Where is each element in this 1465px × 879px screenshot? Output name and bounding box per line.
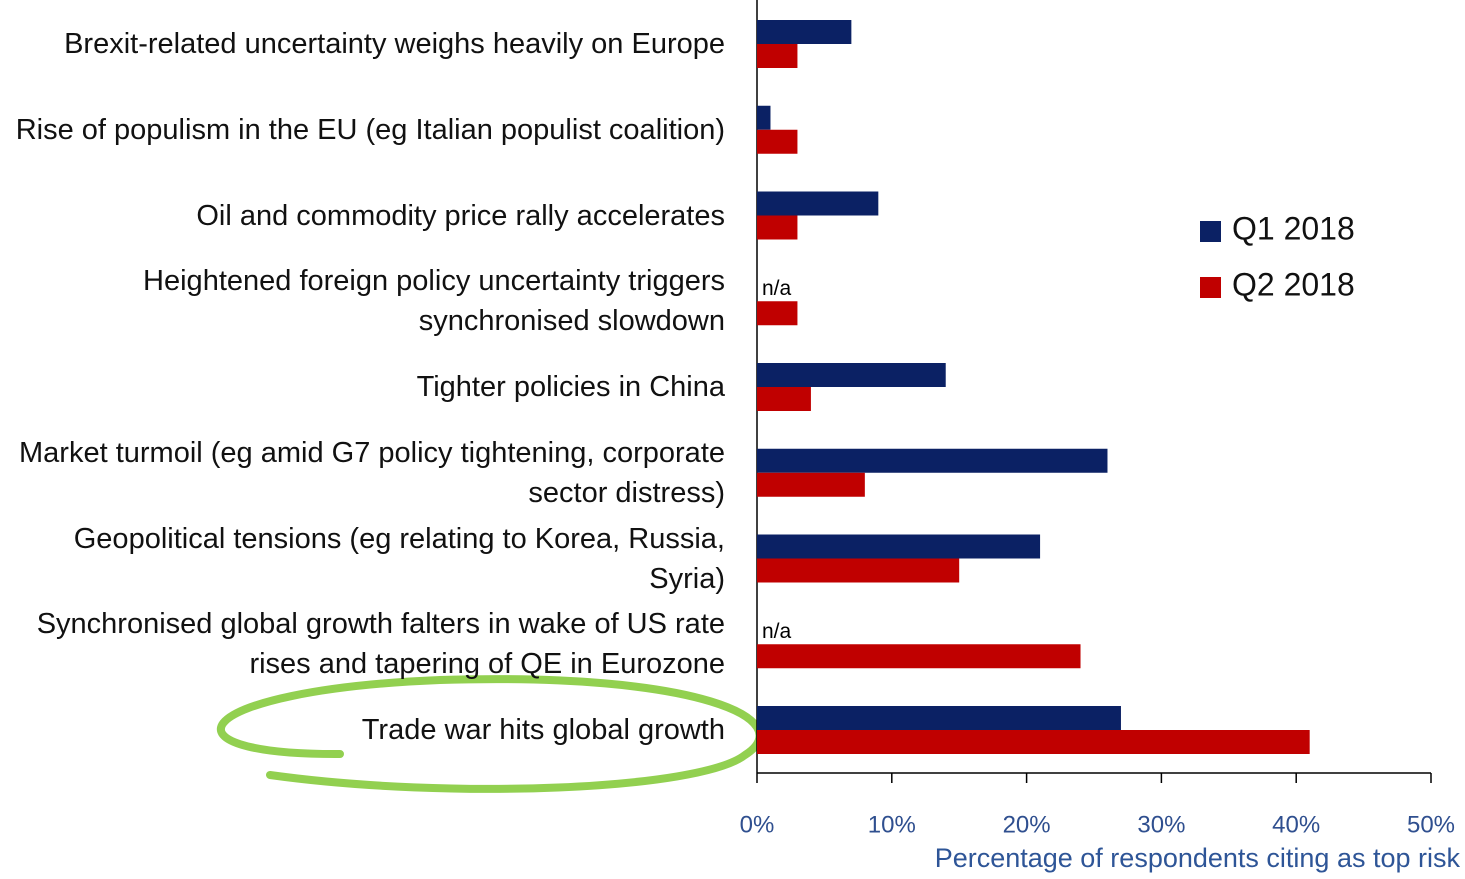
bar [757,644,1081,668]
bar [757,363,946,387]
x-tick-label: 30% [1137,811,1185,838]
x-tick-label: 10% [868,811,916,838]
bar [757,130,797,154]
value-label: n/a [762,277,792,300]
category-label: Trade war hits global growth [0,710,725,750]
bar [757,301,797,325]
bar [757,44,797,68]
legend-swatch [1200,221,1221,242]
category-label: Tighter policies in China [0,367,725,407]
category-label: Brexit-related uncertainty weighs heavil… [0,24,725,64]
legend-swatch [1200,277,1221,298]
bar [757,106,770,130]
x-tick-label: 20% [1003,811,1051,838]
bar [757,387,811,411]
x-axis-title: Percentage of respondents citing as top … [935,843,1461,873]
category-label: Heightened foreign policy uncertainty tr… [0,261,725,341]
value-label: n/a [762,620,792,643]
legend-label: Q1 2018 [1232,210,1355,246]
category-label: Oil and commodity price rally accelerate… [0,196,725,236]
bar [757,473,865,497]
bar [757,706,1121,730]
bar [757,20,851,44]
page: {"chart_data": {"type": "bar", "orientat… [0,0,1465,879]
category-label: Synchronised global growth falters in wa… [0,604,725,684]
bar [757,449,1107,473]
category-label: Geopolitical tensions (eg relating to Ko… [0,519,725,599]
bar [757,192,878,216]
bar [757,730,1310,754]
bar [757,559,959,583]
x-tick-label: 50% [1407,811,1455,838]
x-tick-label: 0% [740,811,775,838]
category-label: Market turmoil (eg amid G7 policy tighte… [0,433,725,513]
legend-label: Q2 2018 [1232,266,1355,302]
bar [757,216,797,240]
bar [757,535,1040,559]
category-label: Rise of populism in the EU (eg Italian p… [0,110,725,150]
x-tick-label: 40% [1272,811,1320,838]
